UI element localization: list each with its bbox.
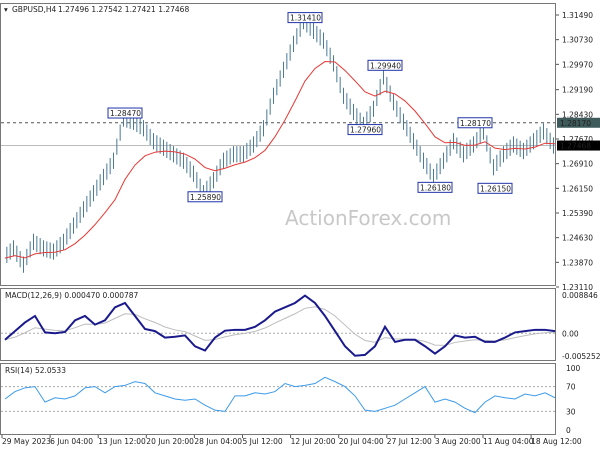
- rsi-tick-label: 30: [566, 407, 576, 416]
- y-tick-label: 1.24630: [562, 234, 593, 243]
- x-tick-label: 3 Aug 20:00: [435, 437, 481, 446]
- price-label-box: [417, 181, 453, 193]
- macd-tick-label: -0.005252: [562, 352, 600, 361]
- y-tick-label: 1.28430: [562, 110, 593, 119]
- x-tick-label: 20 Jul 04:00: [339, 437, 384, 446]
- y-tick-label: 1.30730: [562, 36, 593, 45]
- x-tick-label: 12 Jul 20:00: [291, 437, 336, 446]
- macd-tick-label: 0.00: [562, 329, 579, 338]
- level-tag-label: 1.28170: [560, 119, 591, 128]
- y-tick-label: 1.31490: [562, 11, 593, 20]
- price-label-box: [367, 59, 403, 71]
- x-tick-label: 18 Aug 12:00: [531, 437, 582, 446]
- last-price-tag: [557, 140, 600, 151]
- price-label: 1.26180: [420, 183, 451, 192]
- y-tick-label: 1.23870: [562, 258, 593, 267]
- price-label: 1.28470: [110, 109, 141, 118]
- x-tick-label: 27 Jul 12:00: [387, 437, 432, 446]
- price-panel: [0, 3, 556, 286]
- rsi-panel: [0, 363, 556, 435]
- last-price-label: 1.27468: [560, 142, 591, 151]
- price-label-box: [477, 182, 513, 194]
- rsi-tick-label: 70: [566, 383, 576, 392]
- watermark: ActionForex.com: [285, 206, 451, 230]
- chart-symbol: GBPUSD,H4: [12, 5, 57, 14]
- price-label: 1.27960: [350, 126, 381, 135]
- price-label-box: [107, 107, 143, 119]
- macd-line: [4, 294, 556, 357]
- price-label: 1.29940: [370, 61, 401, 70]
- price-label-box: [287, 12, 323, 24]
- x-tick-label: 20 Jun 20:00: [146, 437, 194, 446]
- level-tag: [557, 117, 600, 128]
- x-tick-label: 11 Aug 04:00: [483, 437, 534, 446]
- price-label: 1.31410: [290, 14, 321, 23]
- x-tick-label: 13 Jun 12:00: [98, 437, 146, 446]
- y-tick-label: 1.27670: [562, 135, 593, 144]
- price-label-box: [347, 124, 383, 136]
- x-tick-label: 29 May 2023: [2, 437, 51, 446]
- y-tick-label: 1.26150: [562, 184, 593, 193]
- moving-average-line: [4, 61, 556, 259]
- y-tick-label: 1.23110: [562, 283, 593, 292]
- chart-symbol-icon: ▾: [4, 5, 8, 14]
- rsi-title: RSI(14) 52.0533: [5, 366, 66, 375]
- chart-ohlc: 1.27496 1.27542 1.27421 1.27468: [58, 5, 189, 14]
- rsi-line: [4, 376, 556, 414]
- y-tick-label: 1.29970: [562, 60, 593, 69]
- rsi-tick-label: 0: [566, 426, 571, 435]
- y-tick-label: 1.25390: [562, 209, 593, 218]
- x-tick-label: 5 Jul 12:00: [243, 437, 283, 446]
- price-label-box: [457, 117, 493, 129]
- price-label: 1.25890: [190, 193, 221, 202]
- y-tick-label: 1.26910: [562, 160, 593, 169]
- price-label: 1.28170: [460, 119, 491, 128]
- rsi-tick-label: 100: [566, 364, 581, 373]
- y-tick-label: 1.29190: [562, 86, 593, 95]
- x-tick-label: 28 Jun 04:00: [194, 437, 242, 446]
- macd-title: MACD(12,26,9) 0.000470 0.000787: [5, 291, 139, 300]
- macd-tick-label: 0.008846: [562, 291, 598, 300]
- x-tick-label: 6 Jun 04:00: [50, 437, 93, 446]
- price-label: 1.26150: [480, 184, 511, 193]
- price-label-box: [187, 191, 223, 203]
